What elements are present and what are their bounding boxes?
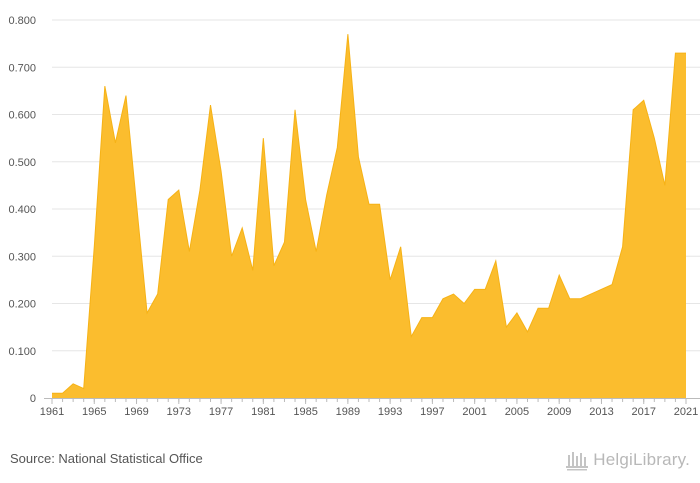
x-tick-label: 2005 [505,406,529,418]
x-tick-label: 2017 [631,406,655,418]
x-tick-label: 1981 [251,406,275,418]
x-tick-label: 1961 [40,406,64,418]
x-tick-label: 1965 [82,406,106,418]
x-tick-label: 1997 [420,406,444,418]
y-tick-label: 0.700 [8,62,36,74]
area-chart: 0 0.100 0.200 0.300 0.400 0.500 0.600 0.700 0.80… [8,15,700,418]
y-tick-label: 0.500 [8,157,36,169]
y-tick-labels: 0 0.100 0.200 0.300 0.400 0.500 0.600 0.700 0.80… [8,15,36,405]
y-tick-label: 0.600 [8,110,36,122]
y-tick-label: 0.800 [8,15,36,27]
y-tick-label: 0.100 [8,346,36,358]
brand-name: HelgiLibrary. [593,450,690,469]
area-layer [52,34,686,399]
library-columns-icon [566,452,589,471]
axis-layer [44,398,700,404]
x-tick-label: 2013 [589,406,613,418]
area-series-value [52,34,686,399]
brand-logo: HelgiLibrary. [565,446,690,474]
source-note: Source: National Statistical Office [10,451,203,466]
y-tick-label: 0.400 [8,204,36,216]
x-tick-labels: 1961 1965 1969 1973 1977 1981 1985 1989 1993 1997… [40,406,698,418]
x-tick-label: 1985 [293,406,317,418]
x-tick-label: 1989 [336,406,360,418]
y-tick-label: 0 [30,393,36,405]
chart-svg: 0 0.100 0.200 0.300 0.400 0.500 0.600 0.700 0.80… [8,15,700,418]
chart-footer: Source: National Statistical Office Helg… [0,440,700,483]
x-tick-label: 1973 [167,406,191,418]
x-tick-label: 2001 [462,406,486,418]
y-tick-label: 0.300 [8,251,36,263]
x-tick-label: 2021 [674,406,698,418]
x-tick-label: 1969 [124,406,148,418]
x-tick-label: 1977 [209,406,233,418]
x-tick-label: 1993 [378,406,402,418]
y-tick-label: 0.200 [8,299,36,311]
x-tick-label: 2009 [547,406,571,418]
area-series-line [52,34,686,394]
